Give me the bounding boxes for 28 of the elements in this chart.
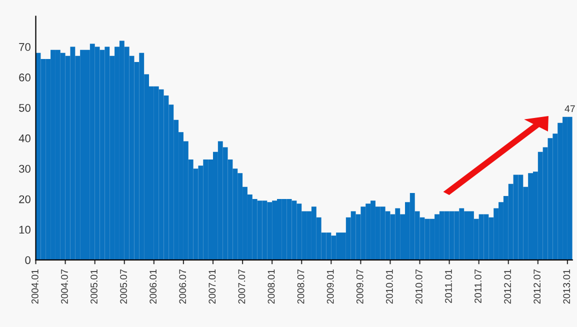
x-tick-label: 2009.07 [356,269,364,304]
x-tick-label: 2007.01 [208,269,216,304]
x-tick-label: 2006.07 [179,269,186,304]
y-tick-label: 20 [19,195,30,204]
y-tick-label: 70 [19,43,30,51]
x-tick-label: 2009.01 [326,269,334,304]
x-tick-label: 2012.01 [504,269,511,304]
y-tick-label: 50 [19,104,30,112]
x-tick-label: 2012.07 [534,269,541,304]
x-tick-label: 2011.01 [445,269,452,303]
x-tick-label: 2005.07 [120,269,127,304]
x-tick-label: 2011.07 [474,269,482,303]
x-tick-label: 2008.07 [297,269,304,304]
x-tick-label: 2008.01 [268,269,275,304]
x-tick-label: 2010.01 [386,269,393,304]
y-tick-label: 10 [19,226,30,234]
x-tick-label: 2006.01 [150,269,157,304]
y-tick-label: 0 [25,256,30,264]
x-tick-label: 2007.07 [238,269,246,304]
x-tick-label: 2010.07 [415,269,422,304]
x-tick-label: 2005.01 [90,269,98,304]
x-tick-label: 2004.01 [32,269,38,304]
y-tick-label: 60 [19,74,30,82]
x-tick-label: 2004.07 [61,269,68,304]
y-tick-label: 30 [18,164,30,173]
data-label: 47 [564,105,575,112]
x-tick-label: 2013.01 [563,269,570,304]
y-tick-label: 40 [18,134,30,142]
